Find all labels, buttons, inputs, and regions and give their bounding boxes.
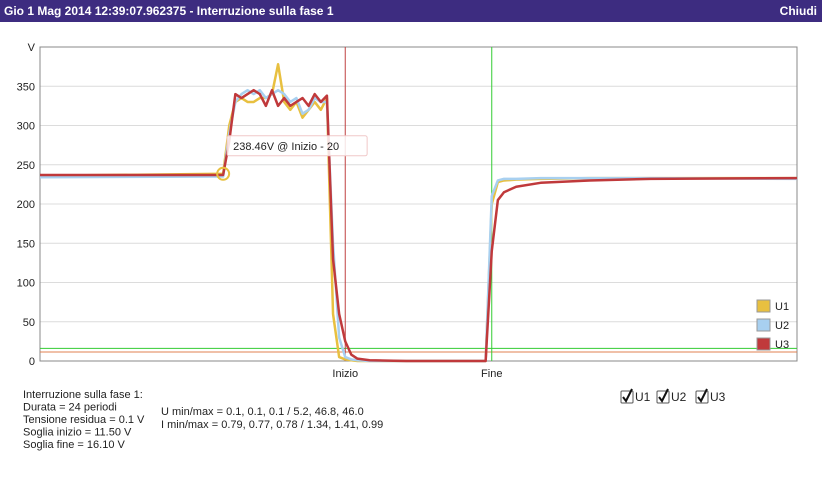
legend-label: U3 — [775, 339, 789, 351]
legend-swatch — [756, 318, 771, 332]
title-bar — [0, 0, 822, 22]
y-tick-label: 300 — [17, 121, 35, 133]
info-line: Tensione residua = 0.1 V — [23, 414, 145, 426]
series-line — [39, 88, 798, 363]
info-line: U min/max = 0.1, 0.1, 0.1 / 5.2, 46.8, 4… — [161, 406, 364, 418]
y-tick-label: 0 — [29, 356, 35, 368]
info-line: Interruzione sulla fase 1: — [23, 389, 143, 401]
tooltip-text: 238.46V @ Inizio - 20 — [233, 141, 339, 153]
legend-swatch — [756, 299, 771, 313]
window-title: Gio 1 Mag 2014 12:39:07.962375 - Interru… — [4, 4, 334, 18]
info-line: Soglia inizio = 11.50 V — [23, 427, 132, 439]
y-tick-label: 350 — [17, 81, 35, 93]
series-line — [40, 88, 798, 363]
legend-swatch — [756, 337, 771, 351]
y-tick-label: 150 — [17, 238, 35, 250]
x-tick-label: Inizio — [332, 368, 358, 380]
x-tick-label: Fine — [481, 368, 502, 380]
hover-point — [216, 166, 231, 181]
y-tick-label: 200 — [17, 199, 35, 211]
legend-label: U1 — [775, 301, 789, 313]
y-tick-label: 250 — [17, 160, 35, 172]
info-line: Soglia fine = 16.10 V — [23, 439, 125, 451]
y-tick-label: 50 — [23, 317, 35, 329]
y-unit: V — [28, 42, 36, 54]
checkmark — [622, 388, 633, 403]
checkmark — [658, 388, 669, 403]
legend-label: U2 — [775, 320, 789, 332]
close-button[interactable]: Chiudi — [780, 4, 817, 18]
series-line — [39, 63, 797, 363]
checkbox-label[interactable]: U3 — [710, 390, 726, 404]
checkmark — [697, 388, 708, 403]
info-line: I min/max = 0.79, 0.77, 0.78 / 1.34, 1.4… — [161, 419, 383, 431]
checkbox-label[interactable]: U1 — [635, 390, 651, 404]
y-tick-label: 100 — [17, 278, 35, 290]
checkbox-label[interactable]: U2 — [671, 390, 687, 404]
tooltip-box — [226, 135, 368, 157]
info-line: Durata = 24 periodi — [23, 402, 117, 414]
